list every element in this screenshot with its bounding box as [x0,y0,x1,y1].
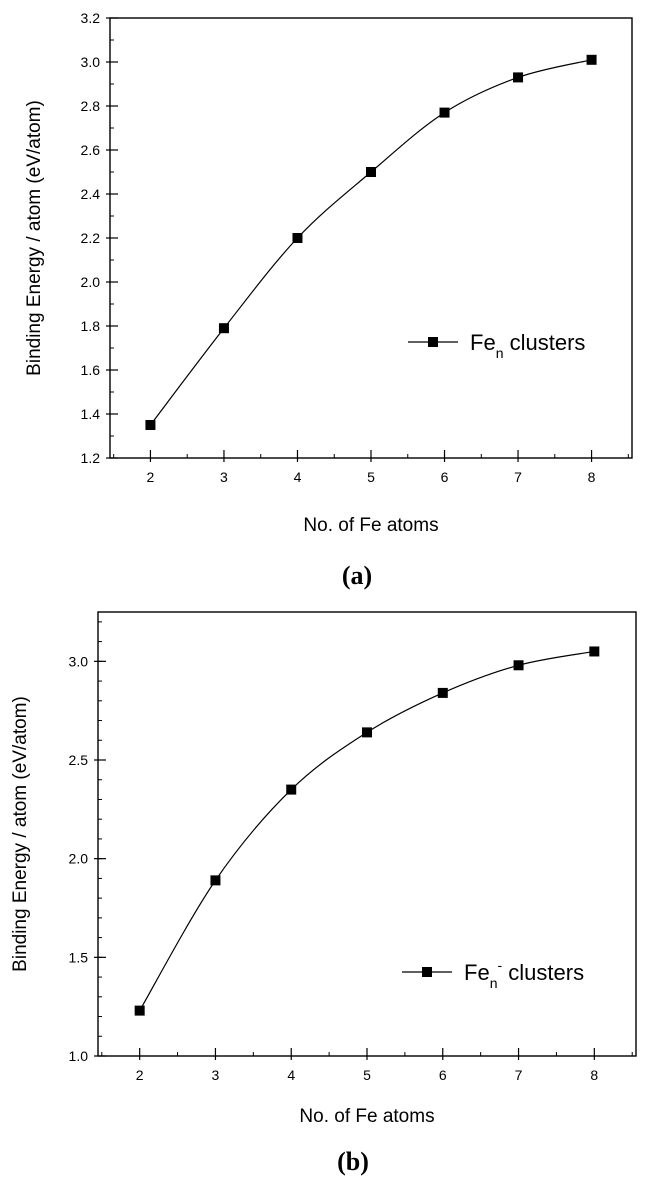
legend-label-sub: n [490,975,498,991]
y-tick-label: 2.2 [81,230,101,246]
data-point-marker [366,167,376,177]
y-tick-label: 2.6 [81,142,101,158]
y-tick-label: 2.5 [69,752,89,768]
x-tick-label: 8 [590,1067,598,1083]
y-axis-title: Binding Energy / atom (eV/atom) [24,100,45,376]
x-tick-label: 4 [294,469,302,485]
y-tick-label: 1.2 [81,450,101,466]
x-tick-label: 7 [514,469,522,485]
data-point-marker [210,875,221,886]
y-tick-label: 1.5 [69,949,89,965]
x-tick-label: 2 [147,469,155,485]
data-point-marker [362,727,372,738]
x-axis-title: No. of Fe atoms [303,515,438,536]
data-point-marker [437,687,448,698]
y-tick-label: 1.0 [69,1048,89,1064]
data-point-marker [292,233,303,243]
panel-label: (a) [342,561,372,590]
chart-panel-b: 1.0 1.5 2.0 2.5 3.0 2 3 4 5 6 7 8 No. of Fe atoms Bin… [10,611,637,1176]
data-point-marker [513,660,524,671]
legend-marker [422,967,432,977]
y-tick-label: 3.2 [81,10,101,26]
x-tick-label: 5 [363,1067,371,1083]
x-tick-label: 2 [136,1067,144,1083]
legend-label: Fen clusters [470,330,585,361]
data-point-marker [218,323,229,334]
x-tick-label: 5 [367,469,375,485]
y-tick-label: 1.4 [81,406,101,422]
x-tick-label: 3 [220,469,228,485]
legend-label-rest: clusters [502,960,584,985]
y-tick-label: 2.0 [81,274,101,290]
x-tick-label: 8 [588,469,596,485]
data-point-marker [439,107,450,118]
chart-panel-a: 1.2 1.4 1.6 1.8 2.0 2.2 2.4 2.6 2.8 3.0 3.2 2 3 4 5 6 7 8… [24,10,633,590]
y-tick-label: 3.0 [69,653,89,669]
series-line [139,650,595,1011]
panel-label: (b) [337,1147,369,1176]
series-line [149,59,592,426]
legend-label-sup: - [497,957,502,973]
x-tick-label: 4 [287,1067,295,1083]
plot-frame [97,611,637,1057]
x-tick-label: 6 [439,1067,447,1083]
legend-label: Fen - clusters [464,957,584,991]
legend-marker [428,337,438,347]
data-point-marker [586,54,597,65]
legend-label-sub: n [496,345,504,361]
x-tick-label: 3 [212,1067,220,1083]
y-tick-label: 2.4 [81,186,101,202]
y-tick-label: 1.6 [81,362,101,378]
data-point-marker [513,72,524,83]
y-tick-label: 1.8 [81,318,101,334]
plot-frame [109,17,633,459]
data-point-marker [145,420,156,430]
legend-label-base: Fe [470,330,496,355]
y-axis-title: Binding Energy / atom (eV/atom) [10,696,31,972]
legend-label-base: Fe [464,960,490,985]
data-point-marker [286,784,297,795]
x-axis-title: No. of Fe atoms [299,1106,434,1127]
y-tick-label: 2.8 [81,98,101,114]
x-tick-label: 6 [441,469,449,485]
legend-label-rest: clusters [503,330,585,355]
y-tick-label: 3.0 [81,54,101,70]
data-point-marker [589,646,600,657]
x-tick-label: 7 [515,1067,523,1083]
y-tick-label: 2.0 [69,851,89,867]
data-point-marker [134,1005,145,1016]
